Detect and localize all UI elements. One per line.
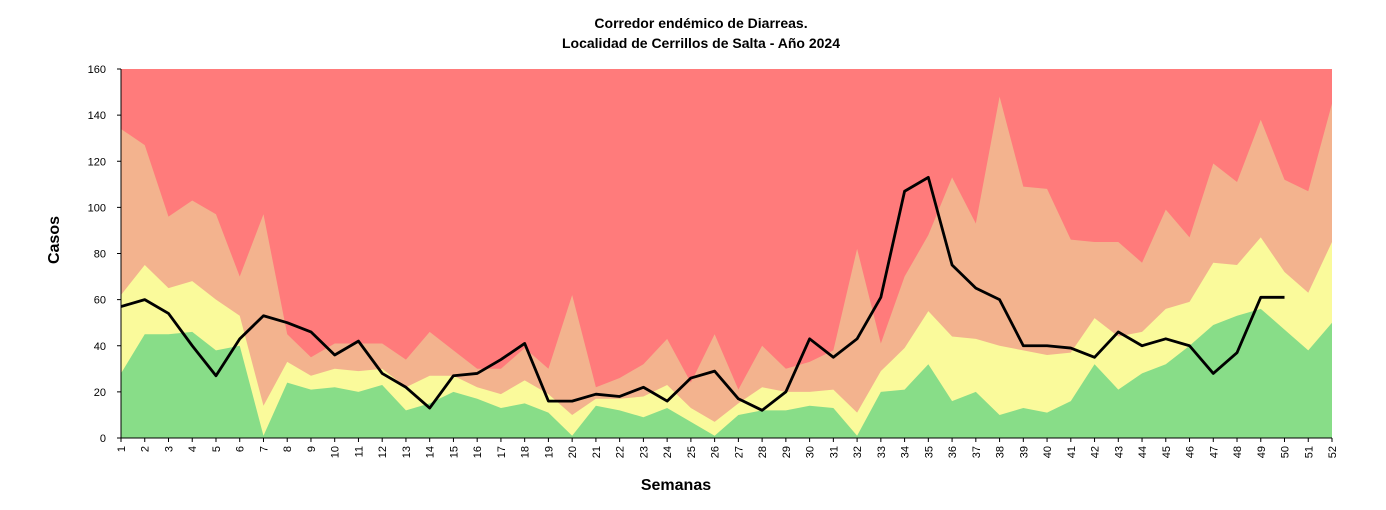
x-tick-label: 8 <box>282 446 294 452</box>
x-axis: 1 2 3 4 5 6 7 8 9 10 11 12 13 14 15 16 17 18 19 20 21 22 23 24 2… <box>116 437 1339 458</box>
chart-title: Corredor endémico de Diarreas. <box>594 15 807 31</box>
x-tick-label: 37 <box>971 446 983 458</box>
x-tick-label: 14 <box>425 446 437 458</box>
x-axis-label: Semanas <box>641 477 711 494</box>
x-tick-label: 28 <box>757 446 769 458</box>
y-tick-label: 80 <box>94 249 106 261</box>
x-tick-label: 36 <box>947 446 959 458</box>
x-tick-label: 21 <box>591 446 603 458</box>
x-tick-label: 41 <box>1066 446 1078 458</box>
y-tick-label: 120 <box>88 156 106 168</box>
x-tick-label: 7 <box>258 446 270 452</box>
cases-line-layer <box>120 175 1285 412</box>
x-tick-label: 25 <box>686 446 698 458</box>
x-tick-label: 46 <box>1185 446 1197 458</box>
x-tick-label: 5 <box>211 446 223 452</box>
x-tick-label: 32 <box>852 446 864 458</box>
x-tick-label: 24 <box>662 446 674 458</box>
x-tick-label: 52 <box>1327 446 1339 458</box>
x-tick-label: 49 <box>1256 446 1268 458</box>
x-tick-label: 50 <box>1280 446 1292 458</box>
x-tick-label: 43 <box>1113 446 1125 458</box>
x-tick-label: 26 <box>710 446 722 458</box>
x-tick-label: 2 <box>140 446 152 452</box>
cases-line <box>120 175 1285 412</box>
x-tick-label: 48 <box>1232 446 1244 458</box>
y-tick-label: 60 <box>94 295 106 307</box>
area-seguridad <box>121 237 1332 438</box>
x-tick-label: 40 <box>1042 446 1054 458</box>
y-tick-label: 0 <box>100 433 106 445</box>
y-tick-label: 20 <box>94 387 106 399</box>
x-tick-label: 29 <box>781 446 793 458</box>
x-tick-label: 20 <box>567 446 579 458</box>
x-tick-label: 18 <box>520 446 532 458</box>
x-tick-label: 23 <box>638 446 650 458</box>
x-tick-label: 51 <box>1303 446 1315 458</box>
y-tick-label: 100 <box>88 202 106 214</box>
x-tick-label: 15 <box>448 446 460 458</box>
x-tick-label: 12 <box>377 446 389 458</box>
chart-subtitle: Localidad de Cerrillos de Salta - Año 20… <box>562 35 840 51</box>
x-tick-label: 22 <box>615 446 627 458</box>
x-tick-label: 30 <box>805 446 817 458</box>
x-tick-label: 13 <box>401 446 413 458</box>
x-tick-label: 4 <box>187 446 199 452</box>
x-tick-label: 34 <box>900 446 912 458</box>
x-tick-label: 42 <box>1090 446 1102 458</box>
x-tick-label: 9 <box>306 446 318 452</box>
x-tick-label: 47 <box>1208 446 1220 458</box>
x-tick-label: 31 <box>828 446 840 458</box>
y-tick-label: 160 <box>88 64 106 76</box>
x-tick-label: 39 <box>1018 446 1030 458</box>
x-tick-label: 11 <box>353 446 365 457</box>
x-tick-label: 3 <box>163 446 175 452</box>
corridor-areas <box>121 69 1332 439</box>
x-tick-label: 17 <box>496 446 508 458</box>
x-tick-label: 35 <box>923 446 935 458</box>
x-tick-label: 33 <box>876 446 888 458</box>
x-tick-label: 45 <box>1161 446 1173 458</box>
x-tick-label: 19 <box>543 446 555 458</box>
x-tick-label: 6 <box>235 446 247 452</box>
x-tick-label: 16 <box>472 446 484 458</box>
y-axis-label: Casos <box>46 216 63 264</box>
y-tick-label: 40 <box>94 341 106 353</box>
y-axis: 0 20 40 60 80 100 120 140 160 <box>88 64 122 445</box>
x-tick-label: 10 <box>330 446 342 458</box>
x-tick-label: 44 <box>1137 446 1149 458</box>
y-tick-label: 140 <box>88 110 106 122</box>
area-exito <box>121 308 1332 438</box>
x-tick-label: 27 <box>733 446 745 458</box>
x-tick-label: 1 <box>116 446 128 452</box>
x-tick-label: 38 <box>995 446 1007 458</box>
